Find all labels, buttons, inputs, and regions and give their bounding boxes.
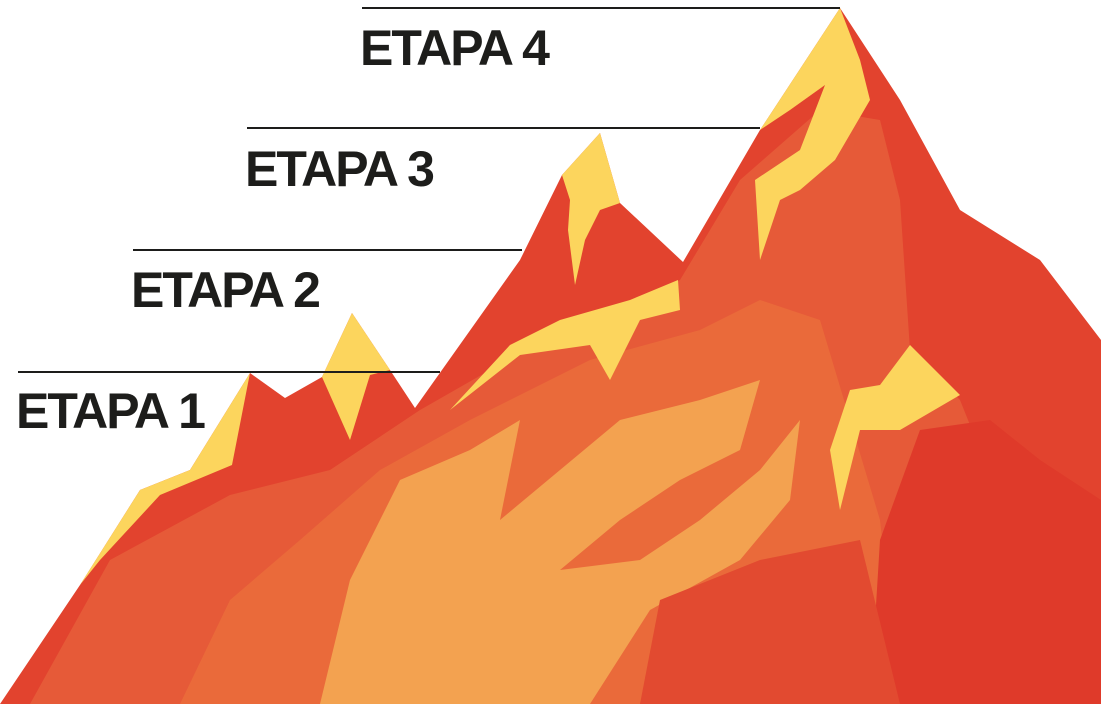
stage-label: ETAPA 4 — [360, 20, 550, 76]
stage-label: ETAPA 3 — [245, 141, 433, 197]
mountain-diagram: ETAPA 1 ETAPA 2 ETAPA 3 ETAPA 4 — [0, 0, 1101, 704]
stage-label: ETAPA 1 — [16, 383, 205, 439]
stage-label: ETAPA 2 — [131, 262, 319, 318]
